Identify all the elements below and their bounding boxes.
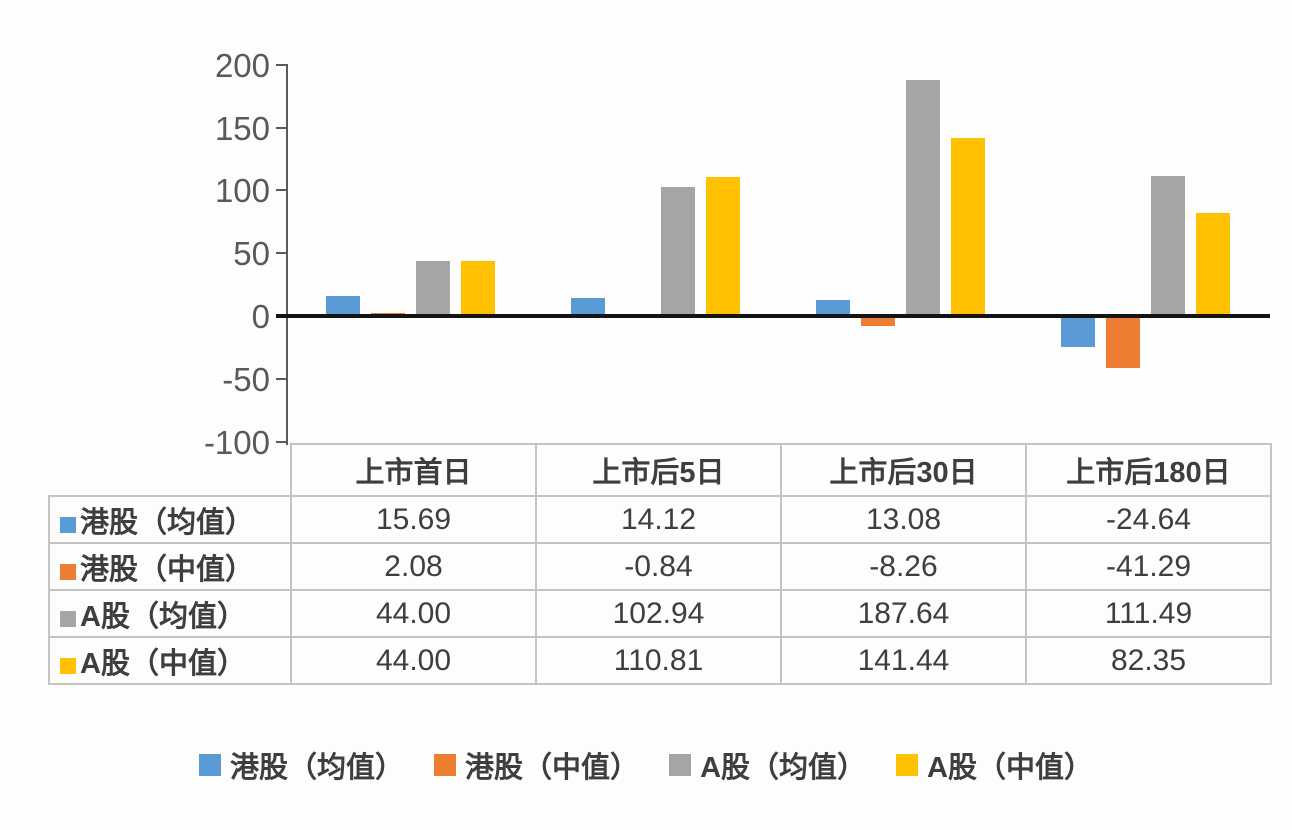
table-value-cell: 187.64	[780, 589, 1027, 638]
y-axis-tick-label: -50	[222, 360, 270, 398]
table-value-cell: 102.94	[535, 589, 782, 638]
legend-item-label: 港股（中值）	[465, 752, 640, 784]
table-value-cell: 44.00	[290, 589, 537, 638]
table-row-label: A股（中值）	[48, 636, 292, 685]
bar-港股（均值）-上市首日	[326, 296, 360, 316]
table-row-label: 港股（中值）	[48, 542, 292, 591]
bar-港股（均值）-上市后30日	[816, 299, 850, 316]
table-value-cell: 44.00	[290, 636, 537, 685]
data-table: 上市首日 上市后5日 上市后30日 上市后180日 港股（均值） 15.69 14.12 13…	[48, 443, 1272, 685]
table-value-cell: -8.26	[780, 542, 1027, 591]
table-header-row: 上市首日 上市后5日 上市后30日 上市后180日	[49, 443, 1272, 497]
table-column-header: 上市后30日	[780, 443, 1027, 497]
bar-A股（中值）-上市后180日	[1196, 212, 1230, 316]
table-value-cell: -24.64	[1025, 495, 1272, 544]
y-axis-tick-label: -100	[203, 423, 270, 461]
table-value-cell: 110.81	[535, 636, 782, 685]
y-axis-tick-label: 50	[233, 235, 270, 273]
table-row-label: 港股（均值）	[48, 495, 292, 544]
table-row-label: A股（均值）	[48, 589, 292, 638]
bar-A股（均值）-上市后5日	[661, 186, 695, 316]
legend-swatch-icon	[896, 754, 919, 776]
legend-item: 港股（中值）	[434, 744, 639, 786]
table-column-header: 上市首日	[290, 443, 537, 497]
legend-item-label: 港股（均值）	[230, 752, 405, 784]
series-swatch-icon	[60, 657, 76, 674]
legend-swatch-icon	[434, 754, 457, 776]
table-corner-cell	[49, 444, 291, 496]
y-axis-tick	[276, 126, 286, 129]
y-axis-tick	[276, 189, 286, 192]
table-value-cell: -0.84	[535, 542, 782, 591]
legend-swatch-icon	[199, 754, 222, 776]
bar-港股（均值）-上市后5日	[571, 298, 605, 316]
legend-item: A股（均值）	[669, 744, 866, 786]
table-value-cell: 2.08	[290, 542, 537, 591]
table-value-cell: 141.44	[780, 636, 1027, 685]
bar-港股（中值）-上市后180日	[1106, 316, 1140, 368]
legend-swatch-icon	[669, 754, 692, 776]
bar-A股（均值）-上市首日	[416, 260, 450, 316]
y-axis-line	[286, 64, 288, 445]
table-value-cell: 15.69	[290, 495, 537, 544]
bar-A股（中值）-上市后30日	[951, 138, 985, 316]
bar-chart-plot: 200 150 100 50 0 -50 -100	[204, 46, 1270, 459]
y-axis-tick	[276, 440, 286, 443]
table-column-header: 上市后5日	[535, 443, 782, 497]
table-value-cell: 13.08	[780, 495, 1027, 544]
table-value-cell: 14.12	[535, 495, 782, 544]
table-row: A股（中值） 44.00 110.81 141.44 82.35	[48, 636, 1272, 685]
table-value-cell: 111.49	[1025, 589, 1272, 638]
series-swatch-icon	[60, 610, 76, 627]
y-axis-tick	[276, 63, 286, 66]
table-row: 港股（均值） 15.69 14.12 13.08 -24.64	[48, 495, 1272, 544]
legend-item: A股（中值）	[896, 744, 1093, 786]
legend-item: 港股（均值）	[199, 744, 404, 786]
legend-item-label: A股（中值）	[927, 752, 1093, 784]
table-row: 港股（中值） 2.08 -0.84 -8.26 -41.29	[48, 542, 1272, 591]
legend-item-label: A股（均值）	[700, 752, 867, 784]
y-axis-tick-label: 0	[251, 298, 270, 335]
table-row: A股（均值） 44.00 102.94 187.64 111.49	[48, 589, 1272, 638]
y-axis-tick-label: 100	[214, 172, 270, 210]
y-axis-tick	[276, 377, 286, 380]
y-axis-tick-label: 200	[214, 46, 270, 84]
bar-A股（中值）-上市首日	[461, 260, 495, 316]
y-axis-tick	[276, 252, 286, 255]
table-value-cell: -41.29	[1025, 542, 1272, 591]
bar-A股（中值）-上市后5日	[706, 176, 740, 316]
table-value-cell: 82.35	[1025, 636, 1272, 685]
x-axis-zero-line	[276, 314, 1270, 318]
series-swatch-icon	[60, 516, 76, 533]
bar-港股（均值）-上市后180日	[1061, 316, 1095, 347]
series-swatch-icon	[60, 563, 76, 580]
bar-A股（均值）-上市后180日	[1151, 175, 1185, 316]
bar-A股（均值）-上市后30日	[906, 80, 940, 316]
chart-legend: 港股（均值） 港股（中值） A股（均值） A股（中值）	[0, 744, 1292, 786]
bar-港股（中值）-上市后30日	[861, 316, 895, 327]
table-column-header: 上市后180日	[1025, 443, 1272, 497]
y-axis-tick-label: 150	[214, 109, 270, 147]
